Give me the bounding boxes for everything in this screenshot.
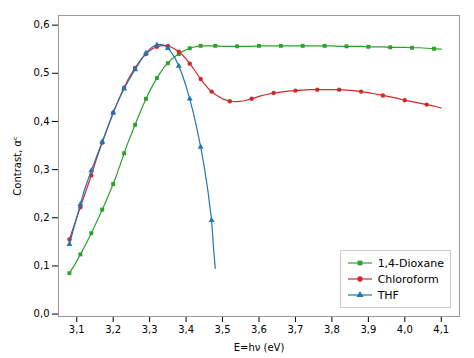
- svg-text:Contrast, αᶜ: Contrast, αᶜ: [12, 136, 23, 196]
- svg-text:E=hν (eV): E=hν (eV): [234, 342, 285, 353]
- svg-text:3,9: 3,9: [360, 324, 376, 335]
- svg-text:0,1: 0,1: [34, 260, 50, 271]
- svg-text:4,0: 4,0: [397, 324, 413, 335]
- svg-text:4,1: 4,1: [433, 324, 449, 335]
- svg-text:3,3: 3,3: [142, 324, 158, 335]
- html-text:THF: THF: [377, 288, 399, 302]
- svg-text:0,6: 0,6: [34, 19, 50, 30]
- svg-text:0,5: 0,5: [34, 67, 50, 78]
- svg-text:3,2: 3,2: [105, 324, 121, 335]
- svg-text:0,4: 0,4: [34, 116, 50, 127]
- svg-text:0,3: 0,3: [34, 164, 50, 175]
- svg-text:3,4: 3,4: [178, 324, 194, 335]
- svg-text:0,0: 0,0: [34, 308, 50, 319]
- svg-text:3,8: 3,8: [324, 324, 340, 335]
- html-text:Chloroform: Chloroform: [377, 272, 439, 286]
- svg-text:3,5: 3,5: [215, 324, 231, 335]
- html-text:1,4-Dioxane: 1,4-Dioxane: [377, 256, 444, 270]
- svg-text:3,1: 3,1: [69, 324, 85, 335]
- svg-text:3,7: 3,7: [288, 324, 304, 335]
- svg-text:0,2: 0,2: [34, 212, 50, 223]
- svg-text:3,6: 3,6: [251, 324, 267, 335]
